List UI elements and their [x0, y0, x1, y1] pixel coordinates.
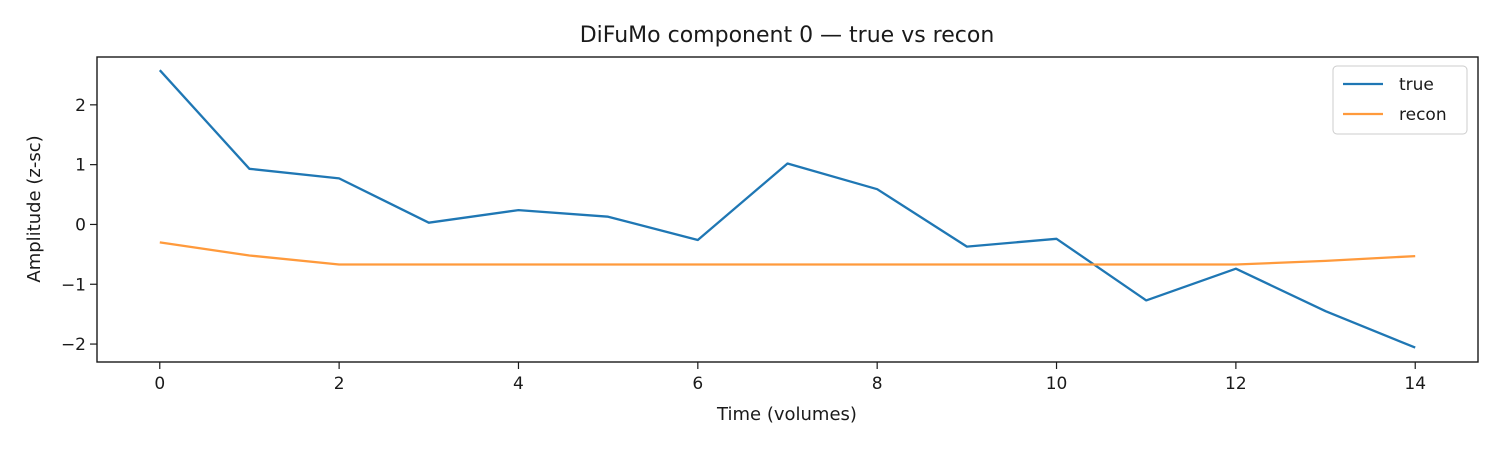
x-tick-label: 10 — [1046, 374, 1068, 394]
series-line-recon — [159, 241, 1416, 266]
y-tick-label: 2 — [75, 96, 86, 116]
x-tick-label: 8 — [872, 374, 883, 394]
y-axis: 2 1 0 −1 −2 — [61, 96, 97, 355]
series-lines — [158, 69, 1416, 349]
chart-title: DiFuMo component 0 — true vs recon — [580, 23, 995, 48]
y-tick-label: 1 — [75, 156, 86, 176]
legend: true recon — [1332, 65, 1468, 135]
y-tick-label: −2 — [61, 335, 86, 355]
x-tick-label: 6 — [692, 374, 703, 394]
y-axis-label: Amplitude (z-sc) — [24, 135, 45, 282]
legend-label-true: true — [1399, 75, 1434, 95]
legend-label-recon: recon — [1399, 105, 1447, 125]
x-axis-label: Time (volumes) — [716, 404, 857, 425]
x-tick-label: 0 — [154, 374, 165, 394]
plot-area — [96, 56, 1479, 363]
y-tick-label: −1 — [61, 275, 86, 295]
x-tick-label: 14 — [1404, 374, 1426, 394]
x-tick-label: 2 — [334, 374, 345, 394]
x-tick-label: 12 — [1225, 374, 1247, 394]
x-tick-label: 4 — [513, 374, 524, 394]
x-axis: 0 2 4 6 8 10 12 14 — [154, 362, 1426, 394]
series-line-true — [158, 69, 1416, 349]
y-tick-label: 0 — [75, 215, 86, 235]
